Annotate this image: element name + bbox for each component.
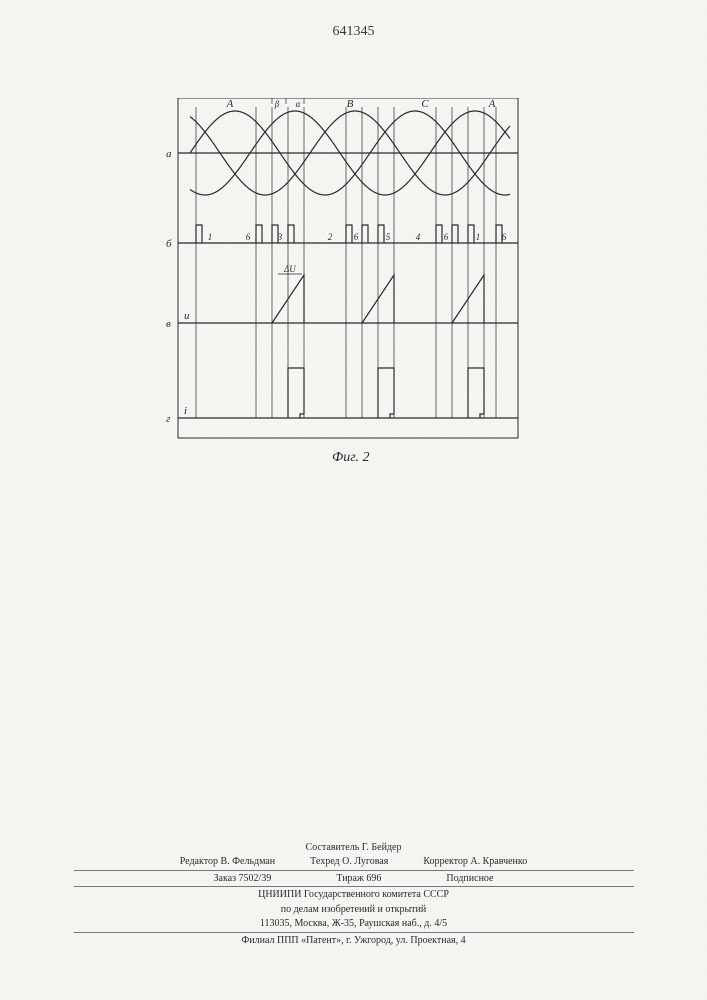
timing-diagram: а б в г A B C Aβ α 1 6 3 2 6 5 4 6 1 6 u ΔU i [160,98,530,468]
svg-text:β: β [274,99,280,109]
figure-caption: Фиг. 2 [332,450,370,466]
svg-text:6: 6 [354,232,359,242]
svg-text:α: α [296,99,301,109]
svg-text:6: 6 [444,232,449,242]
credits-editor: Редактор В. Фельдман [180,855,275,869]
credits-corrector: Корректор А. Кравченко [423,855,527,869]
svg-text:u: u [184,310,190,322]
svg-text:3: 3 [277,232,283,242]
credits-addr1: 113035, Москва, Ж-35, Раушская наб., д. … [260,918,447,929]
svg-text:6: 6 [246,232,251,242]
svg-text:4: 4 [416,232,421,242]
svg-text:б: б [166,238,172,250]
svg-text:A: A [488,98,496,110]
credits-org1: ЦНИИПИ Государственного комитета СССР [258,889,449,900]
svg-text:C: C [421,98,429,110]
credits-org2: по делам изобретений и открытий [281,904,427,915]
svg-text:1: 1 [208,232,213,242]
credits-tirage: Тираж 696 [336,872,381,886]
credits-order: Заказ 7502/39 [214,872,272,886]
svg-text:в: в [166,318,171,330]
credits-subscription: Подписное [446,872,493,886]
svg-text:ΔU: ΔU [283,264,296,274]
svg-text:B: B [347,98,354,110]
svg-text:A: A [226,98,234,110]
svg-text:6: 6 [502,232,507,242]
svg-text:1: 1 [476,232,481,242]
document-number: 641345 [333,24,375,40]
credits-addr2: Филиал ППП «Патент», г. Ужгород, ул. Про… [241,935,465,946]
credits-block: Составитель Г. Бейдер Редактор В. Фельдм… [0,840,707,949]
svg-text:2: 2 [328,232,333,242]
credits-techred: Техред О. Луговая [310,855,388,869]
svg-text:i: i [184,405,187,417]
svg-text:5: 5 [386,232,391,242]
credits-compiler: Составитель Г. Бейдер [306,842,402,853]
svg-text:г: г [166,413,171,425]
svg-text:а: а [166,148,172,160]
